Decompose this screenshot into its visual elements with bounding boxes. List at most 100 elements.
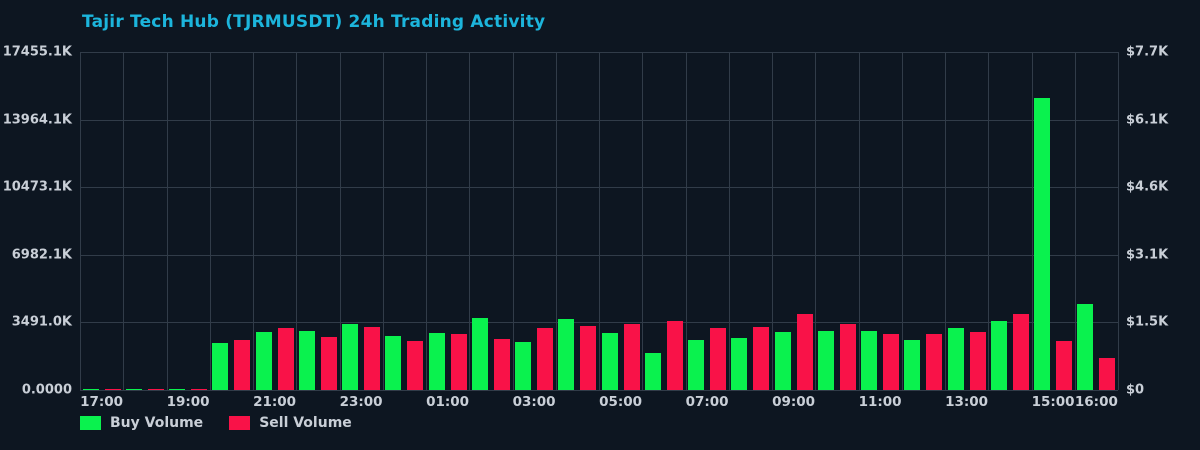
sell-bar-21:00: [277, 328, 294, 390]
buy-bar-19:00: [169, 388, 186, 390]
sell-bar-22:00: [320, 336, 337, 390]
sell-bar-01:00: [450, 334, 467, 390]
vertical-gridline: [555, 52, 557, 390]
x-tick-label: 23:00: [339, 394, 383, 410]
sell-bar-17:00: [104, 388, 121, 390]
sell-bar-00:00: [407, 341, 424, 390]
vertical-gridline: [382, 52, 384, 390]
chart-title: Tajir Tech Hub (TJRMUSDT) 24h Trading Ac…: [82, 12, 546, 32]
sell-bar-02:00: [493, 339, 510, 390]
buy-bar-12:00: [904, 340, 921, 390]
buy-bar-06:00: [644, 353, 661, 390]
x-tick-label: 07:00: [685, 394, 729, 410]
sell-bar-03:00: [537, 328, 554, 390]
buy-bar-08:00: [731, 337, 748, 390]
buy-bar-09:00: [774, 331, 791, 390]
x-tick-label: 01:00: [426, 394, 470, 410]
horizontal-gridline: [80, 119, 1118, 121]
x-tick-label: 21:00: [253, 394, 297, 410]
sell-bar-05:00: [623, 324, 640, 390]
buy-bar-07:00: [688, 340, 705, 390]
buy-bar-23:00: [342, 324, 359, 390]
buy-bar-03:00: [515, 342, 532, 390]
horizontal-gridline: [80, 52, 1118, 53]
buy-bar-11:00: [861, 330, 878, 390]
buy-bar-20:00: [212, 342, 229, 390]
vertical-gridline: [1074, 52, 1076, 390]
vertical-gridline: [123, 52, 125, 390]
sell-bar-20:00: [234, 339, 251, 390]
y-tick-label-right: $4.6K: [1126, 179, 1169, 195]
y-tick-label-right: $1.5K: [1126, 314, 1169, 330]
sell-bar-04:00: [580, 325, 597, 390]
y-tick-label-left: 10473.1K: [2, 179, 72, 195]
y-tick-label-left: 6982.1K: [11, 247, 72, 263]
sell-color-swatch: [229, 416, 251, 430]
legend-item-sell: Sell Volume: [229, 415, 352, 431]
sell-bar-11:00: [883, 334, 900, 390]
y-axis-right-labels: $0 $1.5K $3.1K $4.6K $6.1K $7.7K: [1126, 45, 1196, 398]
vertical-gridline: [253, 52, 254, 390]
buy-color-swatch: [80, 416, 101, 430]
y-tick-label-left: 13964.1K: [2, 112, 72, 128]
vertical-gridline: [339, 52, 341, 390]
x-axis-labels: 17:00 19:00 21:00 23:00 01:00 03:00 05:00 07:00…: [80, 394, 1118, 412]
y-axis-left-labels: 0.0000 3491.0K 6982.1K 10473.1K 13964.1K 1745…: [0, 45, 72, 398]
vertical-gridline: [901, 52, 903, 390]
vertical-gridline: [512, 52, 514, 390]
vertical-gridline: [642, 52, 644, 390]
sell-bar-14:00: [1012, 313, 1029, 390]
y-tick-label-right: $3.1K: [1126, 247, 1169, 263]
x-tick-label: 05:00: [599, 394, 643, 410]
sell-bar-15:00: [1056, 340, 1073, 390]
x-tick-label: 19:00: [166, 394, 210, 410]
buy-bar-14:00: [990, 321, 1007, 390]
y-tick-label-left: 3491.0K: [11, 314, 72, 330]
vertical-gridline: [469, 52, 471, 390]
sell-bar-13:00: [969, 331, 986, 390]
y-tick-label-left: 0.0000: [21, 382, 72, 398]
buy-bar-01:00: [428, 333, 445, 390]
x-tick-label: 09:00: [772, 394, 816, 410]
sell-bar-23:00: [364, 327, 381, 390]
vertical-gridline: [599, 52, 600, 390]
sell-bar-18:00: [147, 388, 164, 390]
y-tick-label-right: $6.1K: [1126, 112, 1169, 128]
sell-bar-07:00: [710, 328, 727, 390]
plot-area: [80, 52, 1119, 391]
y-tick-label-left: 17455.1K: [2, 44, 72, 60]
sell-bar-12:00: [926, 334, 943, 390]
buy-bar-13:00: [947, 328, 964, 390]
vertical-gridline: [1118, 52, 1119, 390]
buy-bar-21:00: [255, 331, 272, 390]
vertical-gridline: [685, 52, 687, 390]
legend-label-sell: Sell Volume: [259, 415, 352, 431]
vertical-gridline: [296, 52, 298, 390]
buy-bar-02:00: [471, 318, 488, 390]
vertical-gridline: [772, 52, 773, 390]
horizontal-gridline: [80, 390, 1118, 391]
buy-bar-16:00: [1077, 303, 1094, 390]
vertical-gridline: [80, 52, 81, 390]
buy-bar-15:00: [1034, 98, 1051, 390]
vertical-gridline: [209, 52, 211, 390]
buy-bar-00:00: [385, 336, 402, 390]
horizontal-gridline: [80, 187, 1118, 189]
vertical-gridline: [166, 52, 168, 390]
sell-bar-10:00: [839, 324, 856, 390]
x-tick-label: 11:00: [858, 394, 902, 410]
vertical-gridline: [988, 52, 990, 390]
x-tick-label: 15:00: [1031, 394, 1075, 410]
sell-bar-16:00: [1099, 358, 1116, 390]
vertical-gridline: [1031, 52, 1033, 390]
legend-item-buy: Buy Volume: [80, 415, 203, 431]
y-tick-label-right: $0: [1126, 382, 1145, 398]
y-tick-label-right: $7.7K: [1126, 44, 1169, 60]
buy-bar-04:00: [558, 318, 575, 390]
x-tick-label: 13:00: [945, 394, 989, 410]
x-tick-label: 16:00: [1074, 394, 1118, 410]
sell-bar-19:00: [191, 388, 208, 390]
x-tick-label: 17:00: [80, 394, 124, 410]
horizontal-gridline: [80, 322, 1118, 324]
x-tick-label: 03:00: [512, 394, 556, 410]
